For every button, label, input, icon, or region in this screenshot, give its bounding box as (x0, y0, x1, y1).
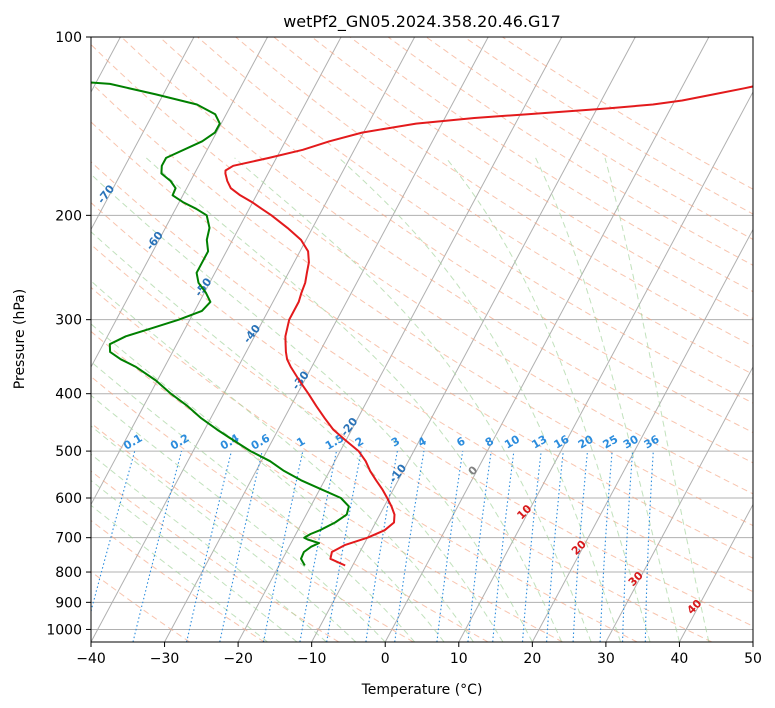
dry-adiabat (91, 330, 563, 642)
dry-adiabat (91, 422, 414, 642)
profile-line (224, 85, 753, 567)
moist-adiabat (145, 157, 563, 642)
dry-adiabat (91, 286, 638, 642)
y-tick-label: 1000 (46, 622, 82, 638)
isotherm-line (91, 37, 195, 231)
moist-adiabat (234, 157, 592, 642)
moist-adiabat (445, 157, 651, 642)
mixing-ratio-line (132, 450, 183, 642)
moist-adiabat (91, 504, 268, 642)
x-tick-label: 30 (597, 651, 615, 667)
mixing-ratio-line (546, 451, 564, 642)
mixing-ratio-line (521, 451, 542, 642)
x-tick-label: −10 (297, 651, 327, 667)
dry-adiabat (311, 37, 753, 320)
moist-adiabat (338, 157, 622, 642)
x-tick-label: 40 (671, 651, 689, 667)
mixing-ratio-line (467, 451, 492, 642)
plot-frame (90, 36, 754, 643)
x-tick-label: −40 (76, 651, 106, 667)
isotherm-line (458, 90, 753, 642)
y-tick-label: 100 (55, 30, 82, 46)
isotherm-line (679, 503, 753, 642)
moist-adiabat (91, 323, 445, 642)
dry-adiabat (91, 243, 713, 642)
isotherm-line (531, 228, 753, 642)
x-tick-label: 0 (381, 651, 390, 667)
y-tick-label: 600 (55, 491, 82, 507)
x-axis-title: Temperature (°C) (361, 682, 483, 698)
x-tick-label: 50 (744, 651, 762, 667)
y-tick-label: 200 (55, 208, 82, 224)
dry-adiabat (91, 375, 489, 642)
profile-line (91, 81, 350, 566)
y-tick-label: 300 (55, 313, 82, 329)
background-lines (91, 37, 753, 642)
dry-adiabat (91, 470, 340, 642)
mixing-ratio-line (186, 450, 232, 642)
dry-adiabat (159, 37, 753, 434)
y-tick-label: 800 (55, 565, 82, 581)
mixing-ratio-lines (91, 450, 654, 642)
moist-adiabat (91, 425, 357, 642)
dry-adiabat (91, 161, 753, 593)
moist-adiabat (91, 453, 327, 642)
mixing-ratio-line (219, 450, 263, 642)
y-tick-label: 500 (55, 444, 82, 460)
x-tick-label: 10 (450, 651, 468, 667)
isotherm-line (237, 37, 563, 642)
y-tick-label: 900 (55, 595, 82, 611)
moist-adiabat (91, 394, 386, 642)
dry-adiabat (91, 571, 190, 642)
moist-adiabat (91, 361, 415, 642)
mixing-ratio-line (394, 451, 425, 642)
x-axis: −40 −30 −20 −10 0 10 20 30 40 50 (76, 642, 762, 667)
profile-lines (91, 81, 753, 567)
moist-adiabat (535, 157, 680, 642)
mixing-ratio-line (91, 450, 136, 614)
x-tick-label: −30 (150, 651, 180, 667)
y-tick-label: 700 (55, 531, 82, 547)
dry-adiabat (273, 37, 753, 347)
dry-adiabat (91, 43, 753, 495)
y-axis: 100 200 300 400 500 600 700 800 900 1000 (46, 30, 91, 638)
x-tick-label: 20 (523, 651, 541, 667)
isotherm-line (91, 37, 268, 369)
chart-title: wetPf2_GN05.2024.358.20.46.G17 (283, 12, 561, 32)
moist-adiabat (91, 479, 298, 642)
isotherm-line (91, 37, 416, 642)
x-tick-label: −20 (223, 651, 253, 667)
mixing-ratio-line (492, 451, 515, 642)
mixing-ratio-line (436, 451, 464, 642)
y-tick-label: 400 (55, 387, 82, 403)
moist-adiabat (604, 157, 710, 642)
dry-adiabat (121, 37, 753, 464)
moist-adiabat (91, 173, 533, 642)
y-axis-title: Pressure (hPa) (12, 289, 28, 389)
isotherm-line (91, 37, 342, 506)
isotherm-line (605, 365, 753, 642)
dry-adiabat (91, 202, 753, 627)
isotherm-line (164, 37, 489, 642)
isotherm-line (384, 37, 710, 642)
